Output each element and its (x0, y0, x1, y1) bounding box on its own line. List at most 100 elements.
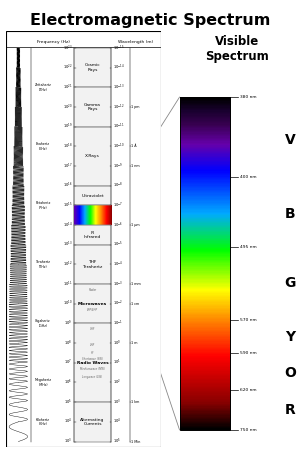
Text: $10^{-6}$: $10^{-6}$ (112, 220, 123, 230)
Text: $10^{-5}$: $10^{-5}$ (112, 240, 123, 250)
Text: Zettahertz
(ZHz): Zettahertz (ZHz) (34, 83, 52, 92)
Text: Exahertz
(EHz): Exahertz (EHz) (36, 142, 50, 151)
Bar (74, 245, 111, 284)
Text: $10^{22}$: $10^{22}$ (63, 63, 72, 72)
Text: $10^{1}$: $10^{1}$ (112, 358, 121, 368)
Text: $10^{17}$: $10^{17}$ (63, 161, 72, 171)
Text: 590 nm: 590 nm (240, 352, 256, 355)
Text: 1 Min: 1 Min (131, 439, 140, 444)
Bar (74, 48, 111, 87)
Text: 1 mm: 1 mm (131, 282, 141, 286)
Text: Shortwave (SW): Shortwave (SW) (82, 357, 103, 361)
Text: $10^{23}$: $10^{23}$ (63, 43, 72, 53)
Text: 1 km: 1 km (131, 400, 140, 404)
Text: 620 nm: 620 nm (240, 388, 256, 392)
Text: 1 cm: 1 cm (131, 302, 140, 306)
Text: IR
Infrared: IR Infrared (84, 231, 101, 239)
Bar (74, 205, 111, 225)
Text: Radar: Radar (88, 288, 97, 292)
Text: Petahertz
(PHz): Petahertz (PHz) (35, 201, 51, 210)
Text: $10^{21}$: $10^{21}$ (63, 83, 72, 92)
Text: B: B (285, 207, 296, 220)
Text: Visible
Spectrum: Visible Spectrum (205, 35, 269, 63)
Bar (74, 323, 111, 402)
Text: 1 Å: 1 Å (131, 144, 136, 149)
Text: $10^{16}$: $10^{16}$ (63, 181, 72, 190)
Text: $10^{7}$: $10^{7}$ (64, 358, 72, 368)
Bar (74, 87, 111, 127)
Bar (74, 186, 111, 205)
Text: $10^{-2}$: $10^{-2}$ (112, 299, 123, 308)
Text: Electromagnetic Spectrum: Electromagnetic Spectrum (30, 13, 270, 28)
Bar (74, 127, 111, 186)
Text: $10^{3}$: $10^{3}$ (112, 398, 121, 407)
Text: $10^{0}$: $10^{0}$ (112, 338, 121, 348)
Text: Frequency (Hz): Frequency (Hz) (37, 39, 70, 44)
Text: R: R (285, 403, 296, 417)
Text: V: V (285, 133, 296, 148)
Text: $10^{-10}$: $10^{-10}$ (112, 142, 124, 151)
Text: 1 nm: 1 nm (131, 164, 140, 168)
Text: Gamma
Rays: Gamma Rays (84, 103, 101, 111)
Text: $10^{6}$: $10^{6}$ (64, 378, 72, 387)
Text: 1 m: 1 m (131, 341, 138, 345)
Text: $10^{-13}$: $10^{-13}$ (112, 83, 124, 92)
Text: $10^{11}$: $10^{11}$ (63, 280, 72, 289)
FancyBboxPatch shape (6, 31, 160, 446)
Text: Cosmic
Rays: Cosmic Rays (85, 63, 100, 72)
Text: $10^{5}$: $10^{5}$ (64, 398, 72, 407)
Text: X-Rays: X-Rays (85, 154, 100, 158)
Text: Ultraviolet: Ultraviolet (81, 194, 104, 197)
Text: $10^{20}$: $10^{20}$ (63, 102, 72, 112)
Text: $10^{9}$: $10^{9}$ (64, 319, 72, 328)
Bar (74, 284, 111, 323)
Text: Alternating
Currents: Alternating Currents (80, 417, 105, 426)
Text: Longwave (LW): Longwave (LW) (82, 375, 103, 378)
Text: Radio Waves: Radio Waves (76, 361, 108, 365)
Text: $10^{4}$: $10^{4}$ (112, 417, 121, 426)
Text: 1 μm: 1 μm (131, 223, 140, 227)
Text: Microwaves: Microwaves (78, 302, 107, 306)
Text: THF
Terahertz: THF Terahertz (82, 260, 103, 269)
Text: $10^{10}$: $10^{10}$ (63, 299, 72, 308)
Text: $10^{-11}$: $10^{-11}$ (112, 122, 124, 132)
Text: Terahertz
(THz): Terahertz (THz) (36, 260, 51, 269)
Text: 400 nm: 400 nm (240, 175, 256, 179)
Text: SHF/EHF: SHF/EHF (87, 308, 98, 312)
Text: $10^{-7}$: $10^{-7}$ (112, 201, 123, 210)
Text: 495 nm: 495 nm (240, 245, 256, 249)
Text: $10^{-3}$: $10^{-3}$ (112, 280, 123, 289)
Text: $10^{-4}$: $10^{-4}$ (112, 260, 123, 269)
Text: $10^{4}$: $10^{4}$ (64, 417, 72, 426)
Text: $10^{5}$: $10^{5}$ (112, 437, 121, 446)
Text: $10^{13}$: $10^{13}$ (63, 240, 72, 250)
Text: Mediumwave (MW): Mediumwave (MW) (80, 367, 105, 371)
Bar (74, 225, 111, 245)
Text: HF: HF (91, 351, 94, 355)
Text: $10^{-14}$: $10^{-14}$ (112, 63, 124, 72)
Text: $10^{3}$: $10^{3}$ (64, 437, 72, 446)
Text: G: G (285, 276, 296, 290)
Text: $10^{2}$: $10^{2}$ (112, 378, 121, 387)
Text: UHF: UHF (90, 328, 95, 331)
Text: $10^{-12}$: $10^{-12}$ (112, 102, 124, 112)
Text: $10^{-8}$: $10^{-8}$ (112, 181, 123, 190)
Text: Wavelength (m): Wavelength (m) (118, 39, 153, 44)
Text: $10^{14}$: $10^{14}$ (63, 220, 72, 230)
Text: alamy - 2YJYAF4: alamy - 2YJYAF4 (116, 455, 184, 464)
Text: $10^{19}$: $10^{19}$ (63, 122, 72, 132)
Text: Megahertz
(MHz): Megahertz (MHz) (34, 378, 52, 387)
Text: Gigahertz
(GHz): Gigahertz (GHz) (35, 319, 51, 328)
Text: 1 pm: 1 pm (131, 105, 140, 109)
Text: 750 nm: 750 nm (240, 428, 256, 432)
Text: Kilohertz
(KHz): Kilohertz (KHz) (36, 417, 50, 426)
Text: O: O (284, 366, 296, 380)
Bar (74, 402, 111, 441)
Text: 570 nm: 570 nm (240, 318, 256, 322)
Text: $10^{-15}$: $10^{-15}$ (112, 43, 124, 53)
Text: $10^{-1}$: $10^{-1}$ (112, 319, 123, 328)
Text: $10^{-9}$: $10^{-9}$ (112, 161, 123, 171)
Text: $10^{12}$: $10^{12}$ (63, 260, 72, 269)
Text: $10^{8}$: $10^{8}$ (64, 338, 72, 348)
Text: VHF: VHF (90, 343, 95, 347)
